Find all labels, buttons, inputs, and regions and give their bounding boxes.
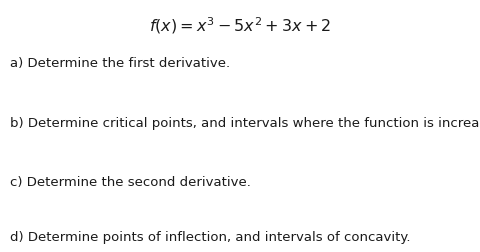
Text: $f(x) = x^3 - 5x^2 + 3x + 2$: $f(x) = x^3 - 5x^2 + 3x + 2$	[149, 15, 331, 36]
Text: b) Determine critical points, and intervals where the function is increasing or : b) Determine critical points, and interv…	[10, 116, 480, 129]
Text: a) Determine the first derivative.: a) Determine the first derivative.	[10, 57, 229, 70]
Text: d) Determine points of inflection, and intervals of concavity.: d) Determine points of inflection, and i…	[10, 230, 409, 243]
Text: c) Determine the second derivative.: c) Determine the second derivative.	[10, 175, 250, 188]
